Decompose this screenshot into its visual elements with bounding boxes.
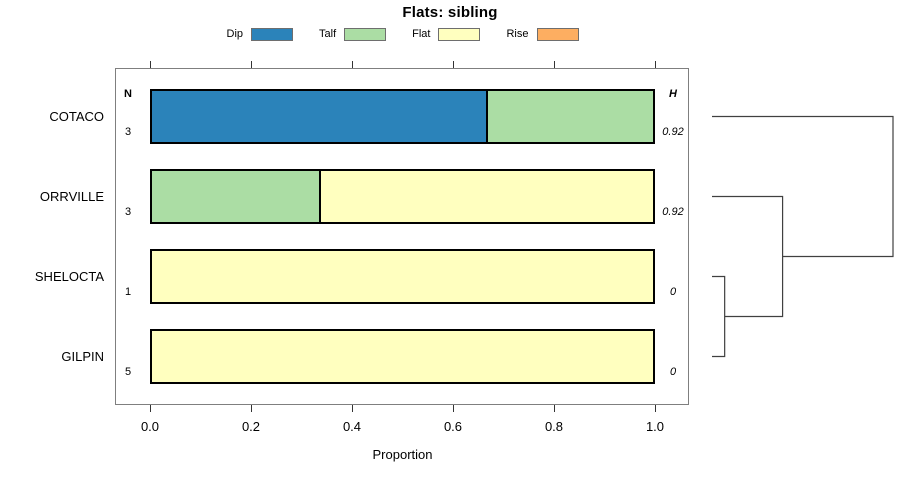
legend-swatch-flat — [438, 27, 481, 41]
legend-label: Dip — [226, 28, 244, 40]
legend-swatch-talf — [344, 27, 387, 41]
legend-swatch-dip — [251, 27, 294, 41]
x-axis-title: Proportion — [372, 447, 433, 462]
x-tick-label: 0.4 — [342, 419, 362, 434]
x-tick-bottom — [554, 405, 555, 412]
x-tick-bottom — [453, 405, 454, 412]
h-value: 0.92 — [662, 126, 684, 138]
x-tick-bottom — [655, 405, 656, 412]
category-label-shelocta: SHELOCTA — [34, 268, 104, 284]
x-tick-label: 1.0 — [645, 419, 665, 434]
n-column-header: N — [124, 88, 132, 100]
plot-area — [115, 68, 689, 405]
stacked-bar-shelocta — [150, 249, 655, 304]
x-tick-bottom — [150, 405, 151, 412]
stacked-bar-orrville — [150, 169, 655, 224]
legend: Dip Talf Flat Rise — [115, 25, 690, 43]
h-value: 0 — [669, 366, 677, 378]
x-tick-bottom — [352, 405, 353, 412]
x-tick-label: 0.0 — [140, 419, 160, 434]
x-tick-top — [453, 61, 454, 68]
n-value: 5 — [124, 366, 132, 378]
category-label-cotaco: COTACO — [49, 108, 104, 124]
category-label-orrville: ORRVILLE — [39, 188, 104, 204]
h-value: 0.92 — [662, 206, 684, 218]
stacked-bar-gilpin — [150, 329, 655, 384]
legend-item-flat: Flat — [412, 27, 481, 41]
chart-title: Flats: sibling — [402, 4, 498, 21]
n-value: 3 — [124, 206, 132, 218]
bar-segment-flat — [318, 171, 653, 222]
x-tick-top — [655, 61, 656, 68]
n-value: 3 — [124, 126, 132, 138]
x-tick-top — [251, 61, 252, 68]
bar-segment-flat — [152, 251, 653, 302]
n-value: 1 — [124, 286, 132, 298]
x-tick-bottom — [251, 405, 252, 412]
legend-label: Talf — [319, 28, 337, 40]
h-column-header: H — [669, 88, 677, 100]
legend-item-rise: Rise — [506, 27, 579, 41]
legend-label: Rise — [506, 28, 529, 40]
legend-swatch-rise — [536, 27, 579, 41]
dendrogram-links — [712, 115, 894, 358]
bar-segment-talf — [152, 171, 319, 222]
x-tick-label: 0.8 — [544, 419, 564, 434]
stacked-bar-cotaco — [150, 89, 655, 144]
x-tick-label: 0.2 — [241, 419, 261, 434]
bar-segment-dip — [152, 91, 487, 142]
h-value: 0 — [669, 286, 677, 298]
bar-segment-flat — [152, 331, 653, 382]
category-label-gilpin: GILPIN — [61, 348, 104, 364]
x-tick-label: 0.6 — [443, 419, 463, 434]
x-tick-top — [150, 61, 151, 68]
legend-label: Flat — [412, 28, 431, 40]
bar-segment-talf — [486, 91, 653, 142]
legend-item-dip: Dip — [226, 27, 294, 41]
dendrogram — [712, 115, 894, 358]
x-tick-top — [554, 61, 555, 68]
legend-item-talf: Talf — [319, 27, 387, 41]
x-tick-top — [352, 61, 353, 68]
